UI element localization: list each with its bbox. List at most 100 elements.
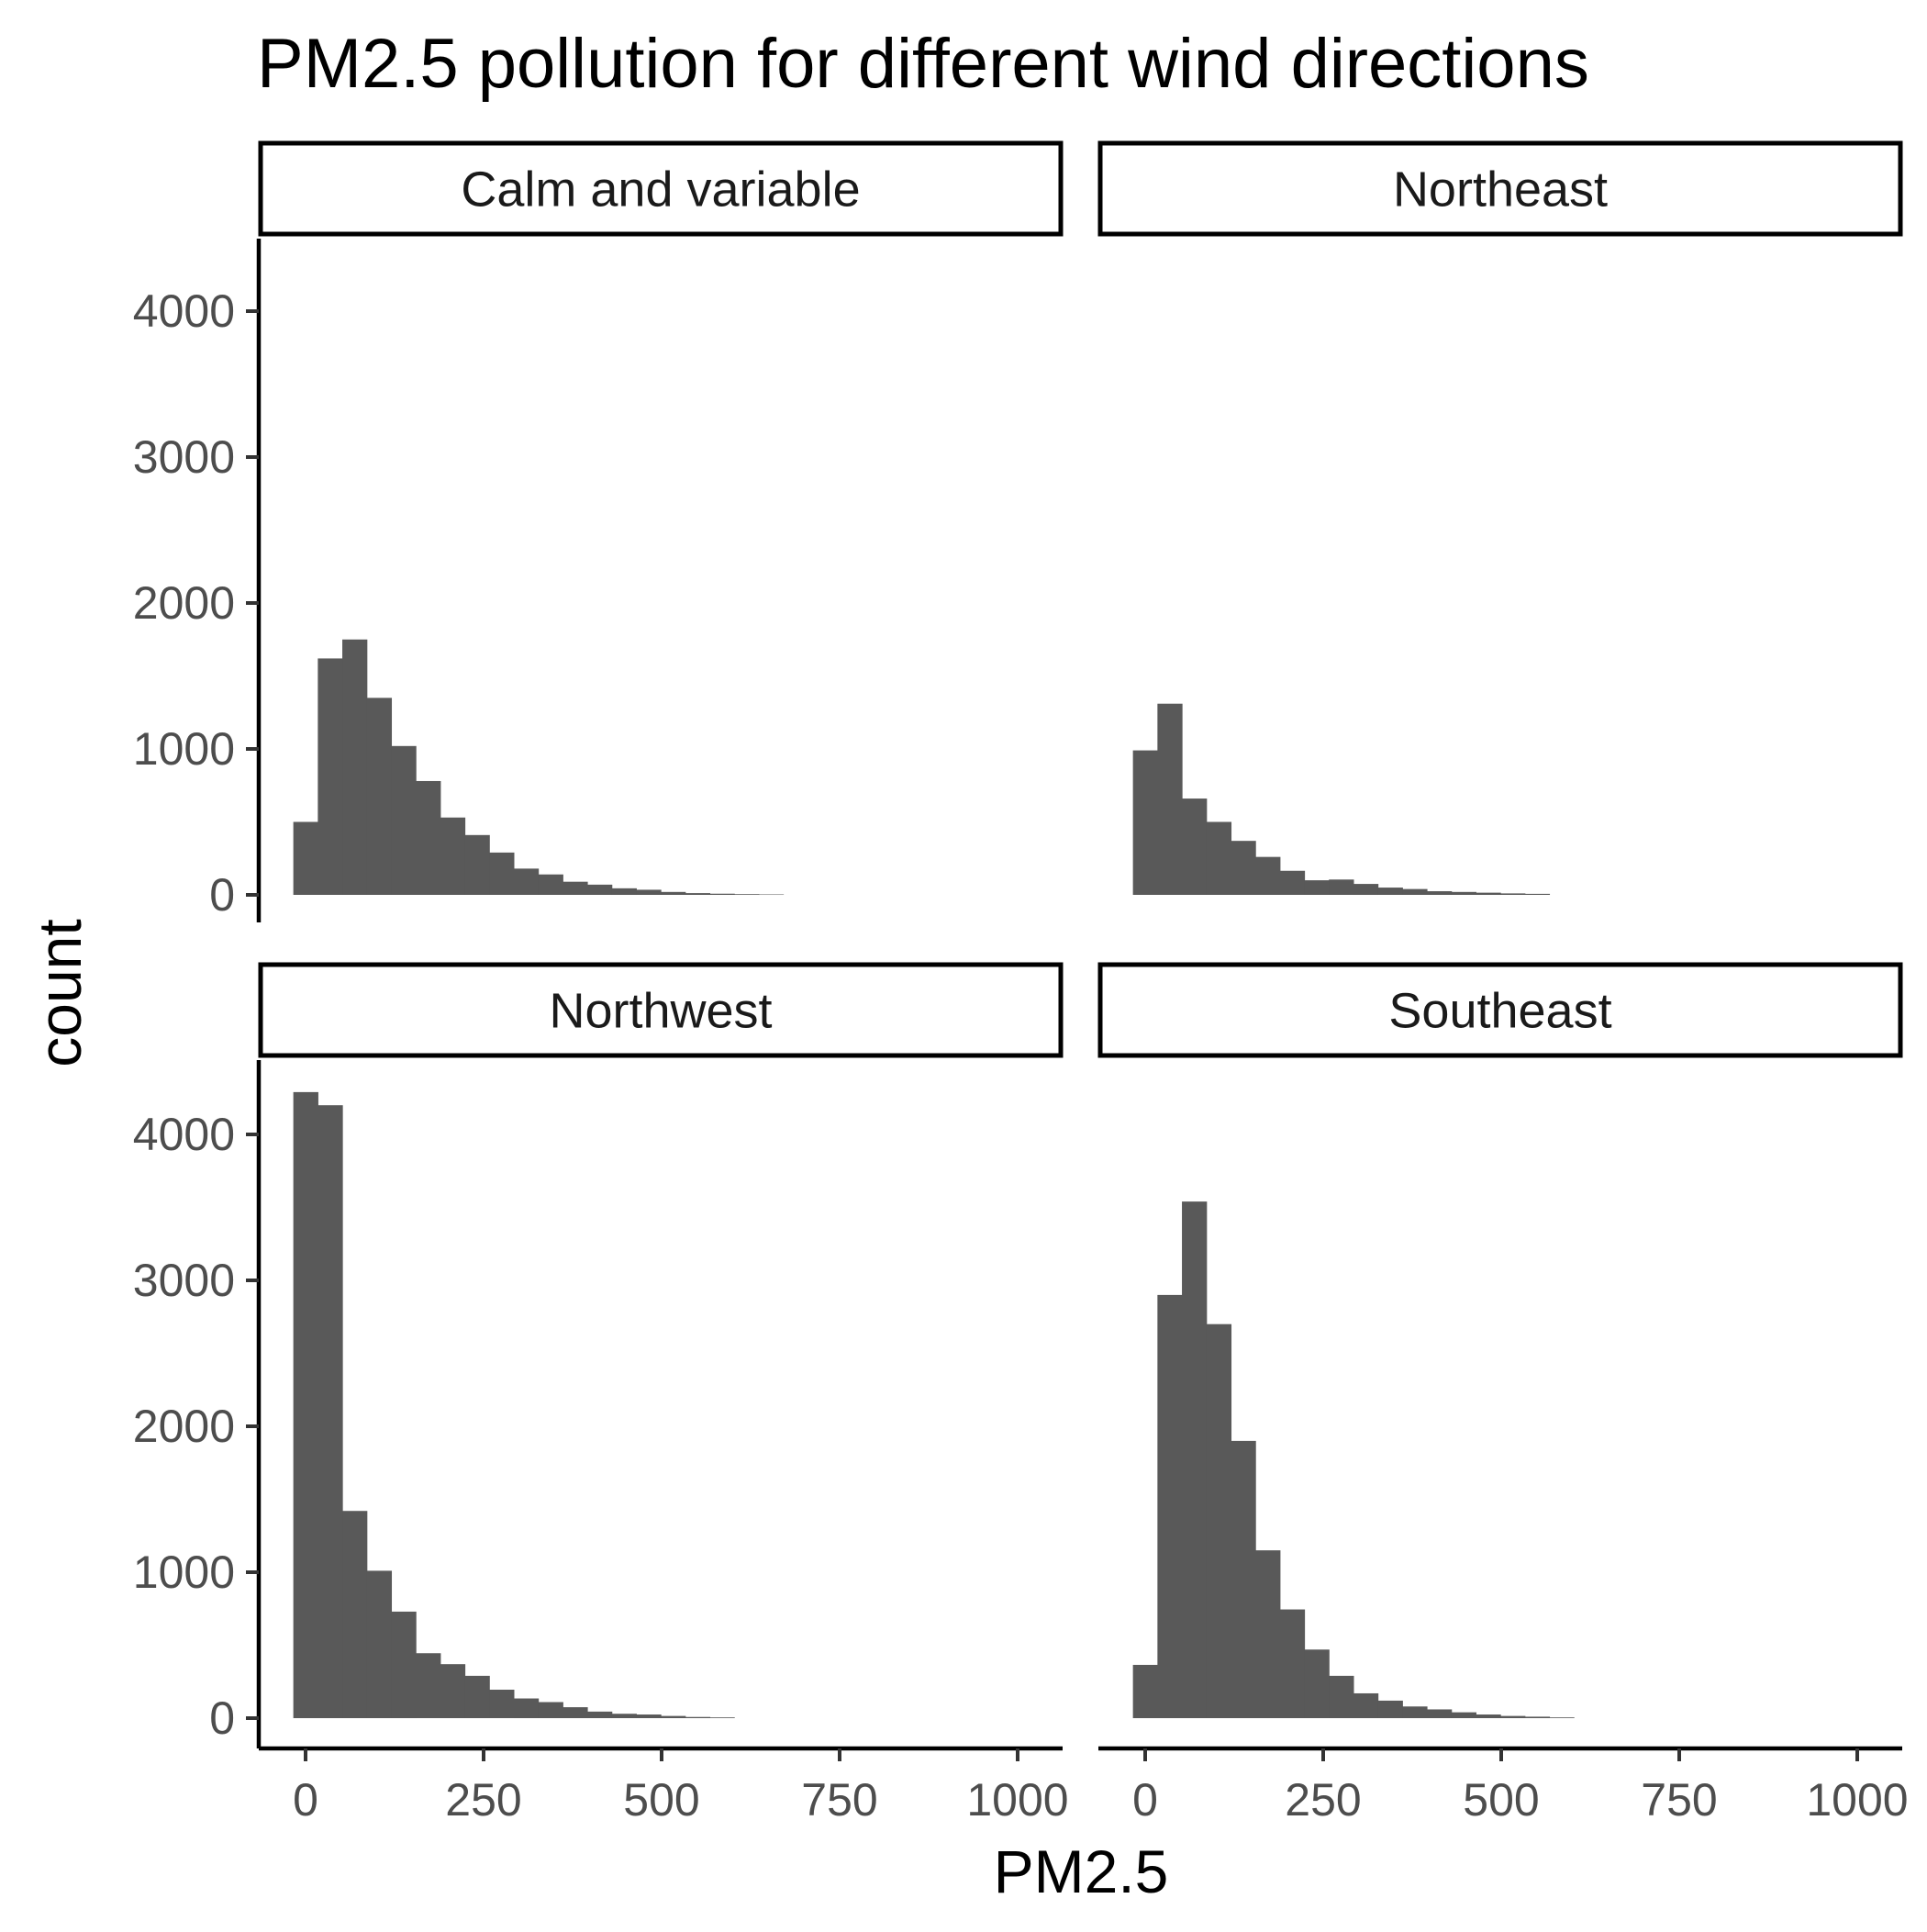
histogram-bar [1255,856,1281,895]
histogram-bar [661,1715,686,1719]
histogram-bar [1329,879,1354,895]
histogram-bar [1402,888,1428,895]
y-tick-label: 2000 [133,577,235,629]
histogram-bar [709,893,735,895]
y-tick-label: 3000 [133,431,235,483]
histogram-bar [1524,1716,1551,1718]
y-tick-label: 2000 [133,1401,235,1452]
x-tick-label: 1000 [1806,1774,1908,1826]
facet-strip-label: Northwest [549,984,772,1039]
x-tick-label: 250 [1285,1774,1361,1826]
histogram-bar [513,868,540,895]
histogram-bar [1451,1712,1476,1718]
histogram-bar [1476,892,1501,896]
facet-panel: Southeast 0 250 500 750 1000 [1097,962,1909,1826]
histogram-bar [342,1511,368,1718]
histogram-bar [758,894,785,896]
x-axis-title: PM2.5 [994,1837,1169,1905]
histogram-bar [563,881,588,895]
histogram-bar [734,894,760,896]
histogram-bar [1206,821,1232,895]
histogram-bar [489,1689,515,1718]
histogram-bar [440,817,466,895]
histogram-bar [685,893,711,895]
x-tick-label: 0 [1132,1774,1158,1826]
histogram-bar [1304,1649,1330,1718]
histogram-bar [1500,893,1526,895]
histogram-bar [464,834,490,895]
histogram-bar [1132,750,1158,895]
x-tick-label: 500 [623,1774,699,1826]
histogram-bar [317,658,343,895]
histogram-bar [661,891,686,895]
histogram-bar [391,1611,417,1718]
histogram-bar [464,1675,490,1718]
facet-strip-label: Southeast [1388,984,1611,1039]
histogram-bar [440,1664,466,1718]
facet-strip-label: Northeast [1393,162,1608,218]
histogram-bar [342,639,368,895]
x-tick-label: 500 [1463,1774,1539,1826]
histogram-bar [1206,1323,1232,1718]
histogram-bar [513,1698,540,1718]
y-tick-label: 4000 [133,285,235,337]
facet-strip [258,962,1064,1058]
histogram-bar [1402,1706,1428,1718]
y-tick-label: 4000 [133,1109,235,1160]
histogram-bar [1132,1664,1158,1718]
histogram-bar [1476,1714,1501,1719]
histogram-bar [1426,891,1453,895]
histogram-bar [1426,1709,1453,1718]
y-tick-label: 0 [209,1692,235,1744]
facet-strip [1097,140,1903,237]
y-tick-label: 1000 [133,1547,235,1598]
histogram-bar [636,1714,662,1719]
facet-strip [1097,962,1903,1058]
y-tick-label: 1000 [133,723,235,775]
histogram-bar [366,698,393,895]
chart-title: PM2.5 pollution for different wind direc… [257,25,1589,103]
histogram-bar [538,874,563,895]
x-tick-label: 0 [293,1774,318,1826]
histogram-bar [366,1570,393,1718]
histogram-bar [1182,1201,1208,1718]
histogram-bar [1182,798,1208,895]
histogram-bar [317,1105,343,1718]
histogram-bar [391,745,417,895]
facet-panel: Calm and variable 0 1000 2000 3000 4000 [133,140,1064,922]
histogram-bar [685,1716,711,1718]
facet-strip [258,140,1064,237]
histogram-bar [1157,1294,1183,1718]
x-tick-label: 750 [801,1774,877,1826]
y-tick-label: 0 [209,869,235,921]
histogram-bar [1549,1717,1575,1718]
histogram-bar [1255,1550,1281,1718]
histogram-bar [538,1702,563,1718]
histogram-bar [611,888,637,896]
histogram-bar [1353,1692,1379,1718]
histogram-bar [709,1717,735,1718]
y-tick-label: 3000 [133,1255,235,1306]
y-axis-title: count [26,919,94,1067]
histogram-bar [563,1707,588,1719]
facet-panel: Northeast [1097,140,1903,896]
histogram-bar [1231,1440,1256,1718]
histogram-bar [1524,893,1551,895]
histogram-bar [1377,1700,1403,1718]
histogram-bar [1377,888,1403,895]
x-tick-label: 250 [445,1774,521,1826]
histogram-bar [636,889,662,895]
histogram-bar [416,780,441,895]
histogram-bar [489,852,515,895]
histogram-bar [586,884,613,895]
histogram-bar [293,1091,318,1718]
histogram-bar [1231,841,1256,895]
x-tick-label: 1000 [966,1774,1068,1826]
histogram-bar [1451,891,1476,895]
histogram-bar [1353,884,1379,896]
histogram-bar [293,821,318,895]
histogram-bar [1329,1675,1354,1718]
histogram-bar [611,1714,637,1718]
